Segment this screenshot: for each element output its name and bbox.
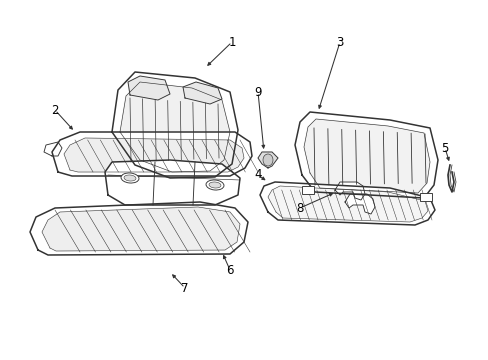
Ellipse shape — [205, 180, 224, 190]
Text: 1: 1 — [228, 36, 235, 49]
Polygon shape — [52, 132, 251, 176]
Polygon shape — [120, 82, 229, 172]
Polygon shape — [258, 152, 278, 168]
Polygon shape — [44, 142, 62, 156]
Text: 9: 9 — [254, 85, 261, 99]
Polygon shape — [334, 182, 364, 200]
Polygon shape — [30, 202, 247, 255]
Ellipse shape — [263, 154, 272, 166]
Polygon shape — [183, 82, 222, 104]
Bar — [419, 193, 431, 201]
Polygon shape — [42, 207, 240, 251]
Polygon shape — [112, 72, 238, 178]
Text: 7: 7 — [181, 282, 188, 294]
Polygon shape — [64, 138, 244, 172]
Ellipse shape — [208, 182, 221, 188]
Text: 6: 6 — [226, 264, 233, 276]
Polygon shape — [345, 194, 374, 214]
Polygon shape — [294, 112, 437, 198]
Bar — [302, 186, 313, 194]
Ellipse shape — [124, 175, 136, 181]
Text: 3: 3 — [336, 36, 343, 49]
Polygon shape — [105, 160, 240, 205]
Text: 4: 4 — [254, 168, 261, 181]
Text: 8: 8 — [296, 202, 303, 215]
Polygon shape — [304, 119, 429, 193]
Ellipse shape — [121, 173, 139, 183]
Text: 2: 2 — [51, 104, 59, 117]
Polygon shape — [260, 182, 434, 225]
Polygon shape — [128, 76, 170, 100]
Polygon shape — [267, 186, 427, 222]
Text: 5: 5 — [440, 141, 448, 154]
